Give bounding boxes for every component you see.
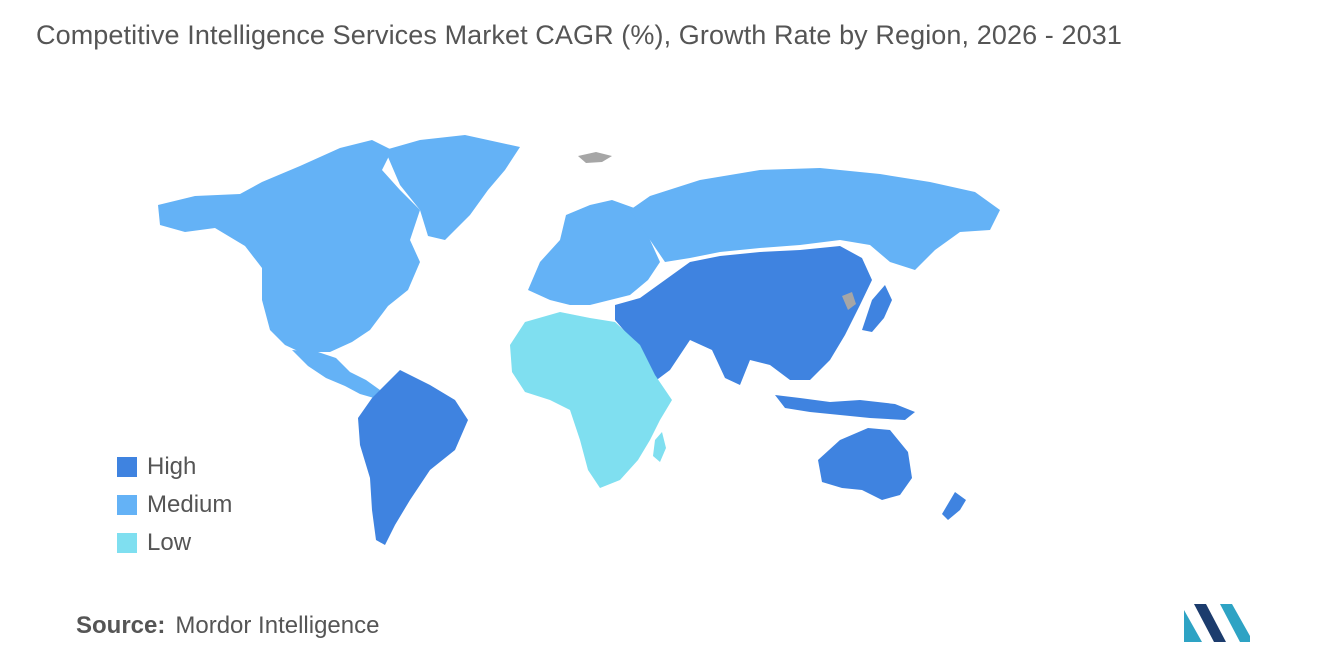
logo-middle-shape — [1194, 604, 1226, 642]
region-new-zealand — [942, 492, 966, 520]
logo-left-shape — [1184, 610, 1202, 642]
chart-title: Competitive Intelligence Services Market… — [36, 20, 1122, 50]
region-europe — [528, 200, 660, 305]
logo-right-shape — [1220, 604, 1250, 642]
legend-swatch-medium — [117, 495, 137, 515]
region-north-america — [158, 140, 420, 352]
region-central-america — [292, 350, 380, 398]
legend-swatch-low — [117, 533, 137, 553]
region-madagascar — [653, 432, 666, 462]
legend-label-low: Low — [147, 529, 192, 556]
region-greenland — [385, 135, 520, 240]
source-name: Mordor Intelligence — [175, 612, 380, 639]
region-australia — [818, 428, 912, 500]
region-south-america — [358, 370, 468, 545]
region-no-data-svalbard — [578, 152, 612, 163]
source-line: Source: Mordor Intelligence — [76, 612, 379, 640]
legend-swatch-high — [117, 457, 137, 477]
legend-label-high: High — [147, 453, 197, 480]
source-prefix: Source: — [76, 612, 166, 639]
region-no-data-korea — [842, 292, 856, 310]
region-russia — [630, 168, 1000, 270]
legend-item-medium: Medium — [117, 486, 232, 524]
legend-item-high: High — [117, 448, 232, 486]
region-japan — [862, 285, 892, 332]
legend: High Medium Low — [117, 448, 232, 562]
region-southeast-asia — [775, 395, 915, 420]
mordor-intelligence-logo-icon — [1184, 604, 1250, 642]
legend-item-low: Low — [117, 524, 232, 562]
region-africa — [510, 312, 672, 488]
legend-label-medium: Medium — [147, 491, 233, 518]
region-asia — [615, 246, 872, 385]
